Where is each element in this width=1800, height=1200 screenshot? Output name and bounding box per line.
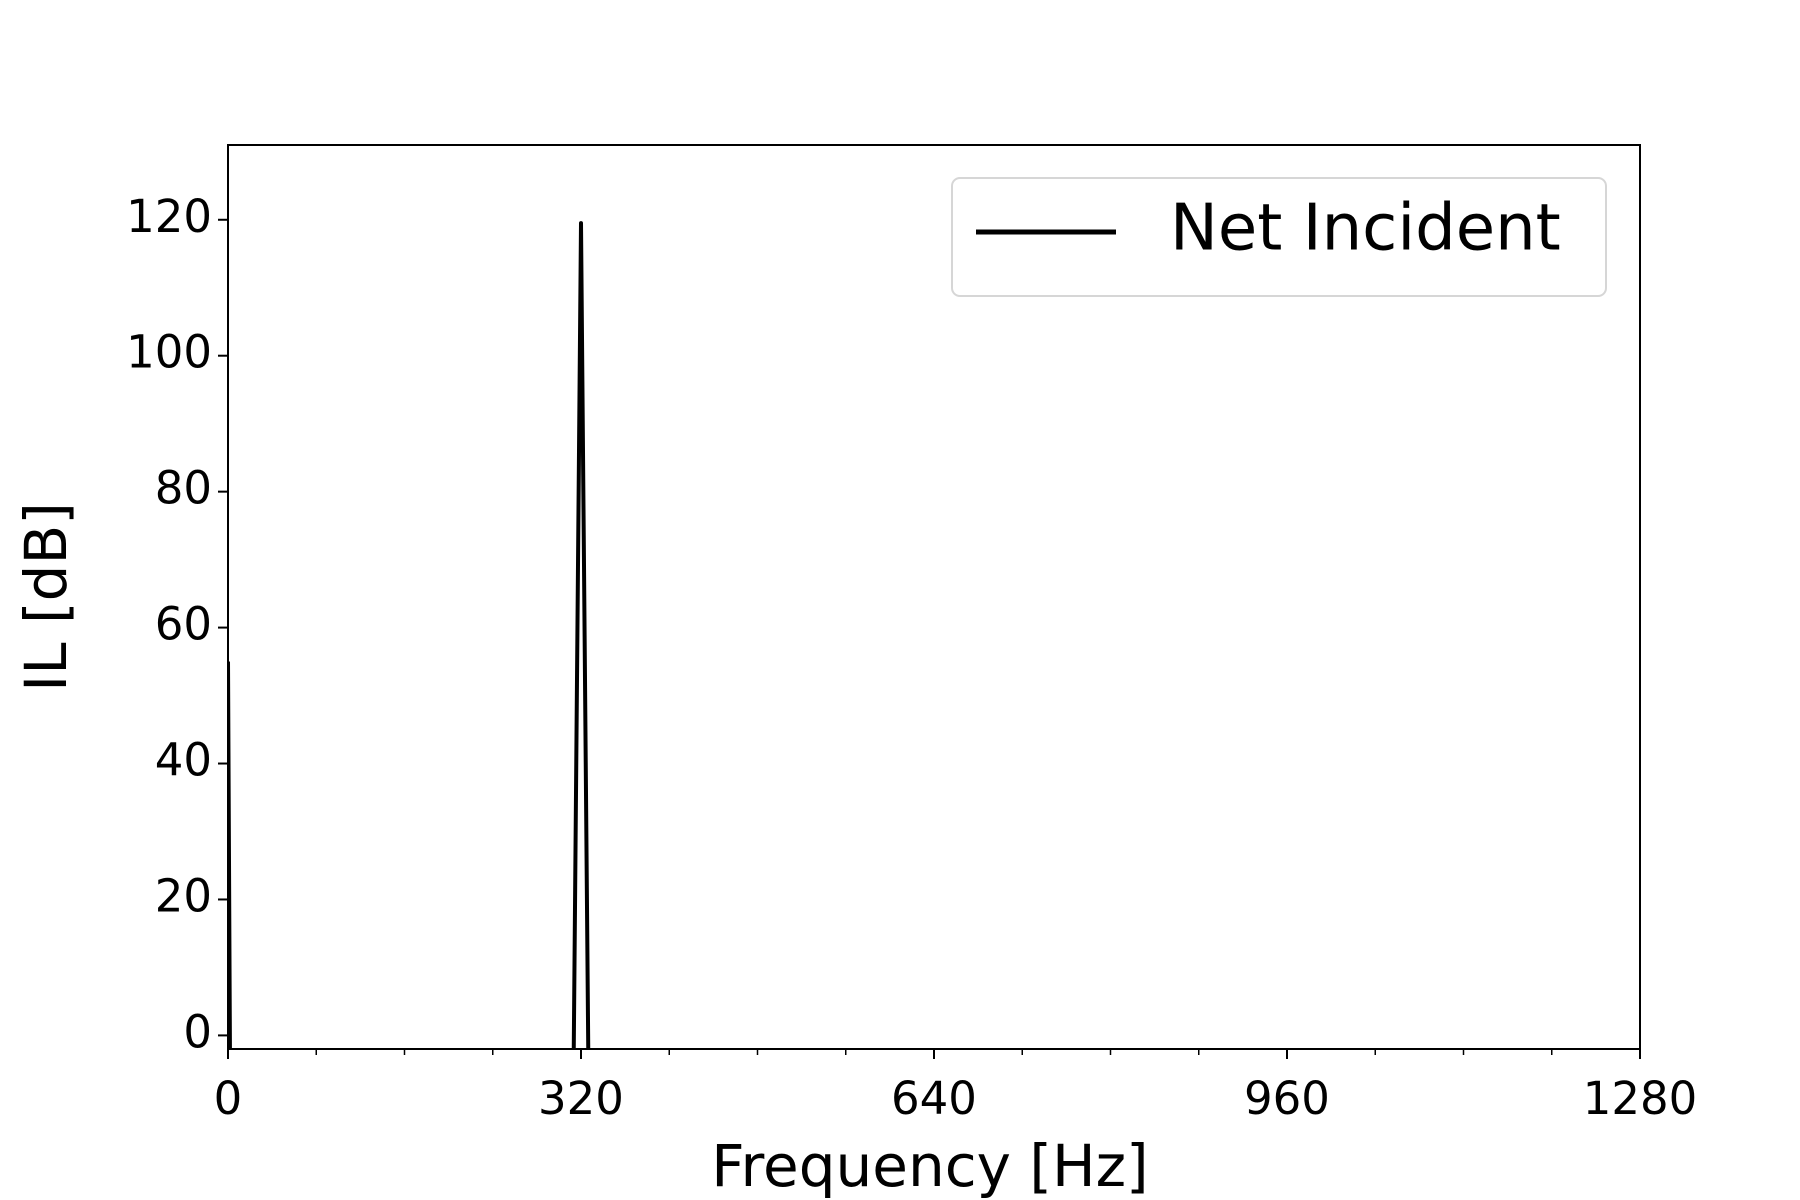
y-tick-label: 0 xyxy=(183,1005,212,1058)
y-tick-label: 20 xyxy=(155,869,212,922)
y-axis-title: IL [dB] xyxy=(12,502,80,692)
y-tick-label: 100 xyxy=(126,326,212,379)
y-tick-label: 80 xyxy=(155,462,212,515)
data-line xyxy=(228,221,591,1049)
x-tick-label: 0 xyxy=(214,1072,243,1125)
x-tick-label: 960 xyxy=(1244,1072,1330,1125)
x-tick-label: 640 xyxy=(891,1072,977,1125)
y-tick-label: 40 xyxy=(155,734,212,787)
y-tick-label: 60 xyxy=(155,598,212,651)
x-tick-label: 1280 xyxy=(1583,1072,1698,1125)
legend-label: Net Incident xyxy=(1170,192,1561,266)
y-tick-label: 120 xyxy=(126,190,212,243)
plot-area xyxy=(228,221,591,1049)
legend-box xyxy=(951,177,1607,297)
plot-frame xyxy=(227,144,1641,1050)
x-axis-title: Frequency [Hz] xyxy=(711,1132,1148,1200)
x-tick-label: 320 xyxy=(538,1072,624,1125)
